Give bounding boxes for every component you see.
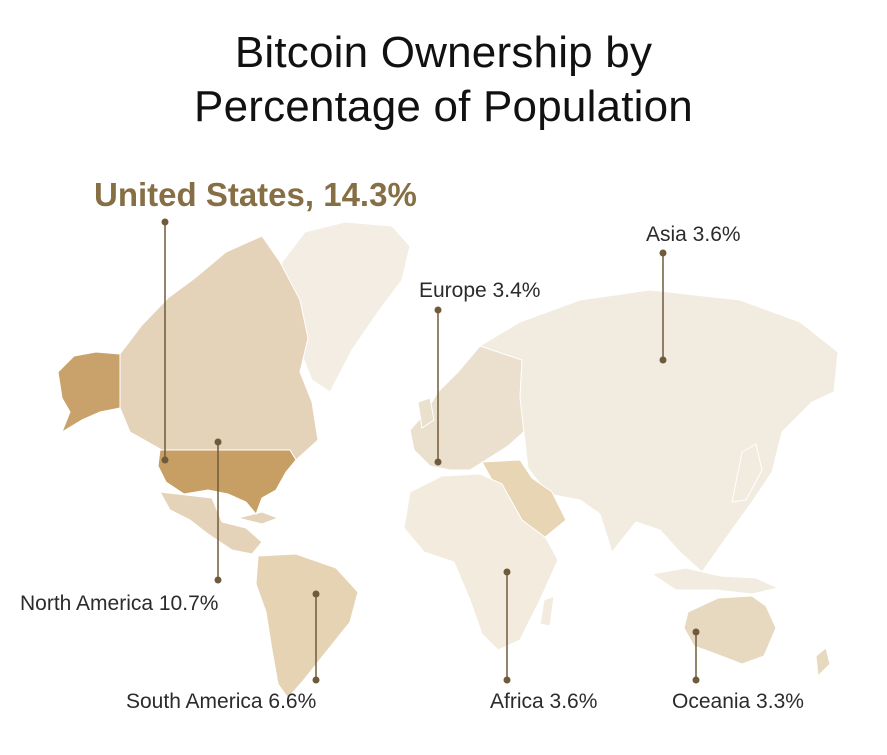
asia-leader-dot <box>659 249 667 257</box>
chart-title: Bitcoin Ownership by Percentage of Popul… <box>0 26 887 134</box>
south-america-shape <box>255 553 359 699</box>
south-america-label: South America 6.6% <box>126 690 317 713</box>
japan-shape <box>731 443 763 503</box>
asia-leader-dot <box>659 356 667 364</box>
madagascar-shape <box>539 595 555 627</box>
north-america-leader-dot <box>214 576 222 584</box>
europe-leader-dot <box>434 306 442 314</box>
north-america-leader-dot <box>214 438 222 446</box>
africa-leader-dot <box>503 568 511 576</box>
europe-leader-dot <box>434 458 442 466</box>
africa-shape <box>403 473 559 651</box>
united-states-shape <box>157 449 297 515</box>
africa-leader-dot <box>503 676 511 684</box>
south-america-leader-dot <box>312 590 320 598</box>
australia-shape <box>683 595 777 665</box>
united-states-leader-dot <box>161 456 169 464</box>
south-america-leader-dot <box>312 676 320 684</box>
chart-title-line-1: Bitcoin Ownership by <box>234 28 653 77</box>
uk-shape <box>417 397 435 429</box>
oceania-leader-dot <box>692 628 700 636</box>
africa-label: Africa 3.6% <box>490 690 598 713</box>
asia-label: Asia 3.6% <box>646 223 741 246</box>
oceania-label: Oceania 3.3% <box>672 690 804 713</box>
united-states-label: United States, 14.3% <box>94 176 417 213</box>
alaska-shape <box>57 351 121 434</box>
europe-label: Europe 3.4% <box>419 279 541 302</box>
chart-title-line-2: Percentage of Population <box>194 82 693 131</box>
new-zealand-shape <box>815 647 831 678</box>
indonesia-shape <box>650 567 780 595</box>
north-america-label: North America 10.7% <box>20 592 219 615</box>
united-states-leader-dot <box>161 218 169 226</box>
caribbean-shape <box>237 511 280 525</box>
oceania-leader-dot <box>692 676 700 684</box>
